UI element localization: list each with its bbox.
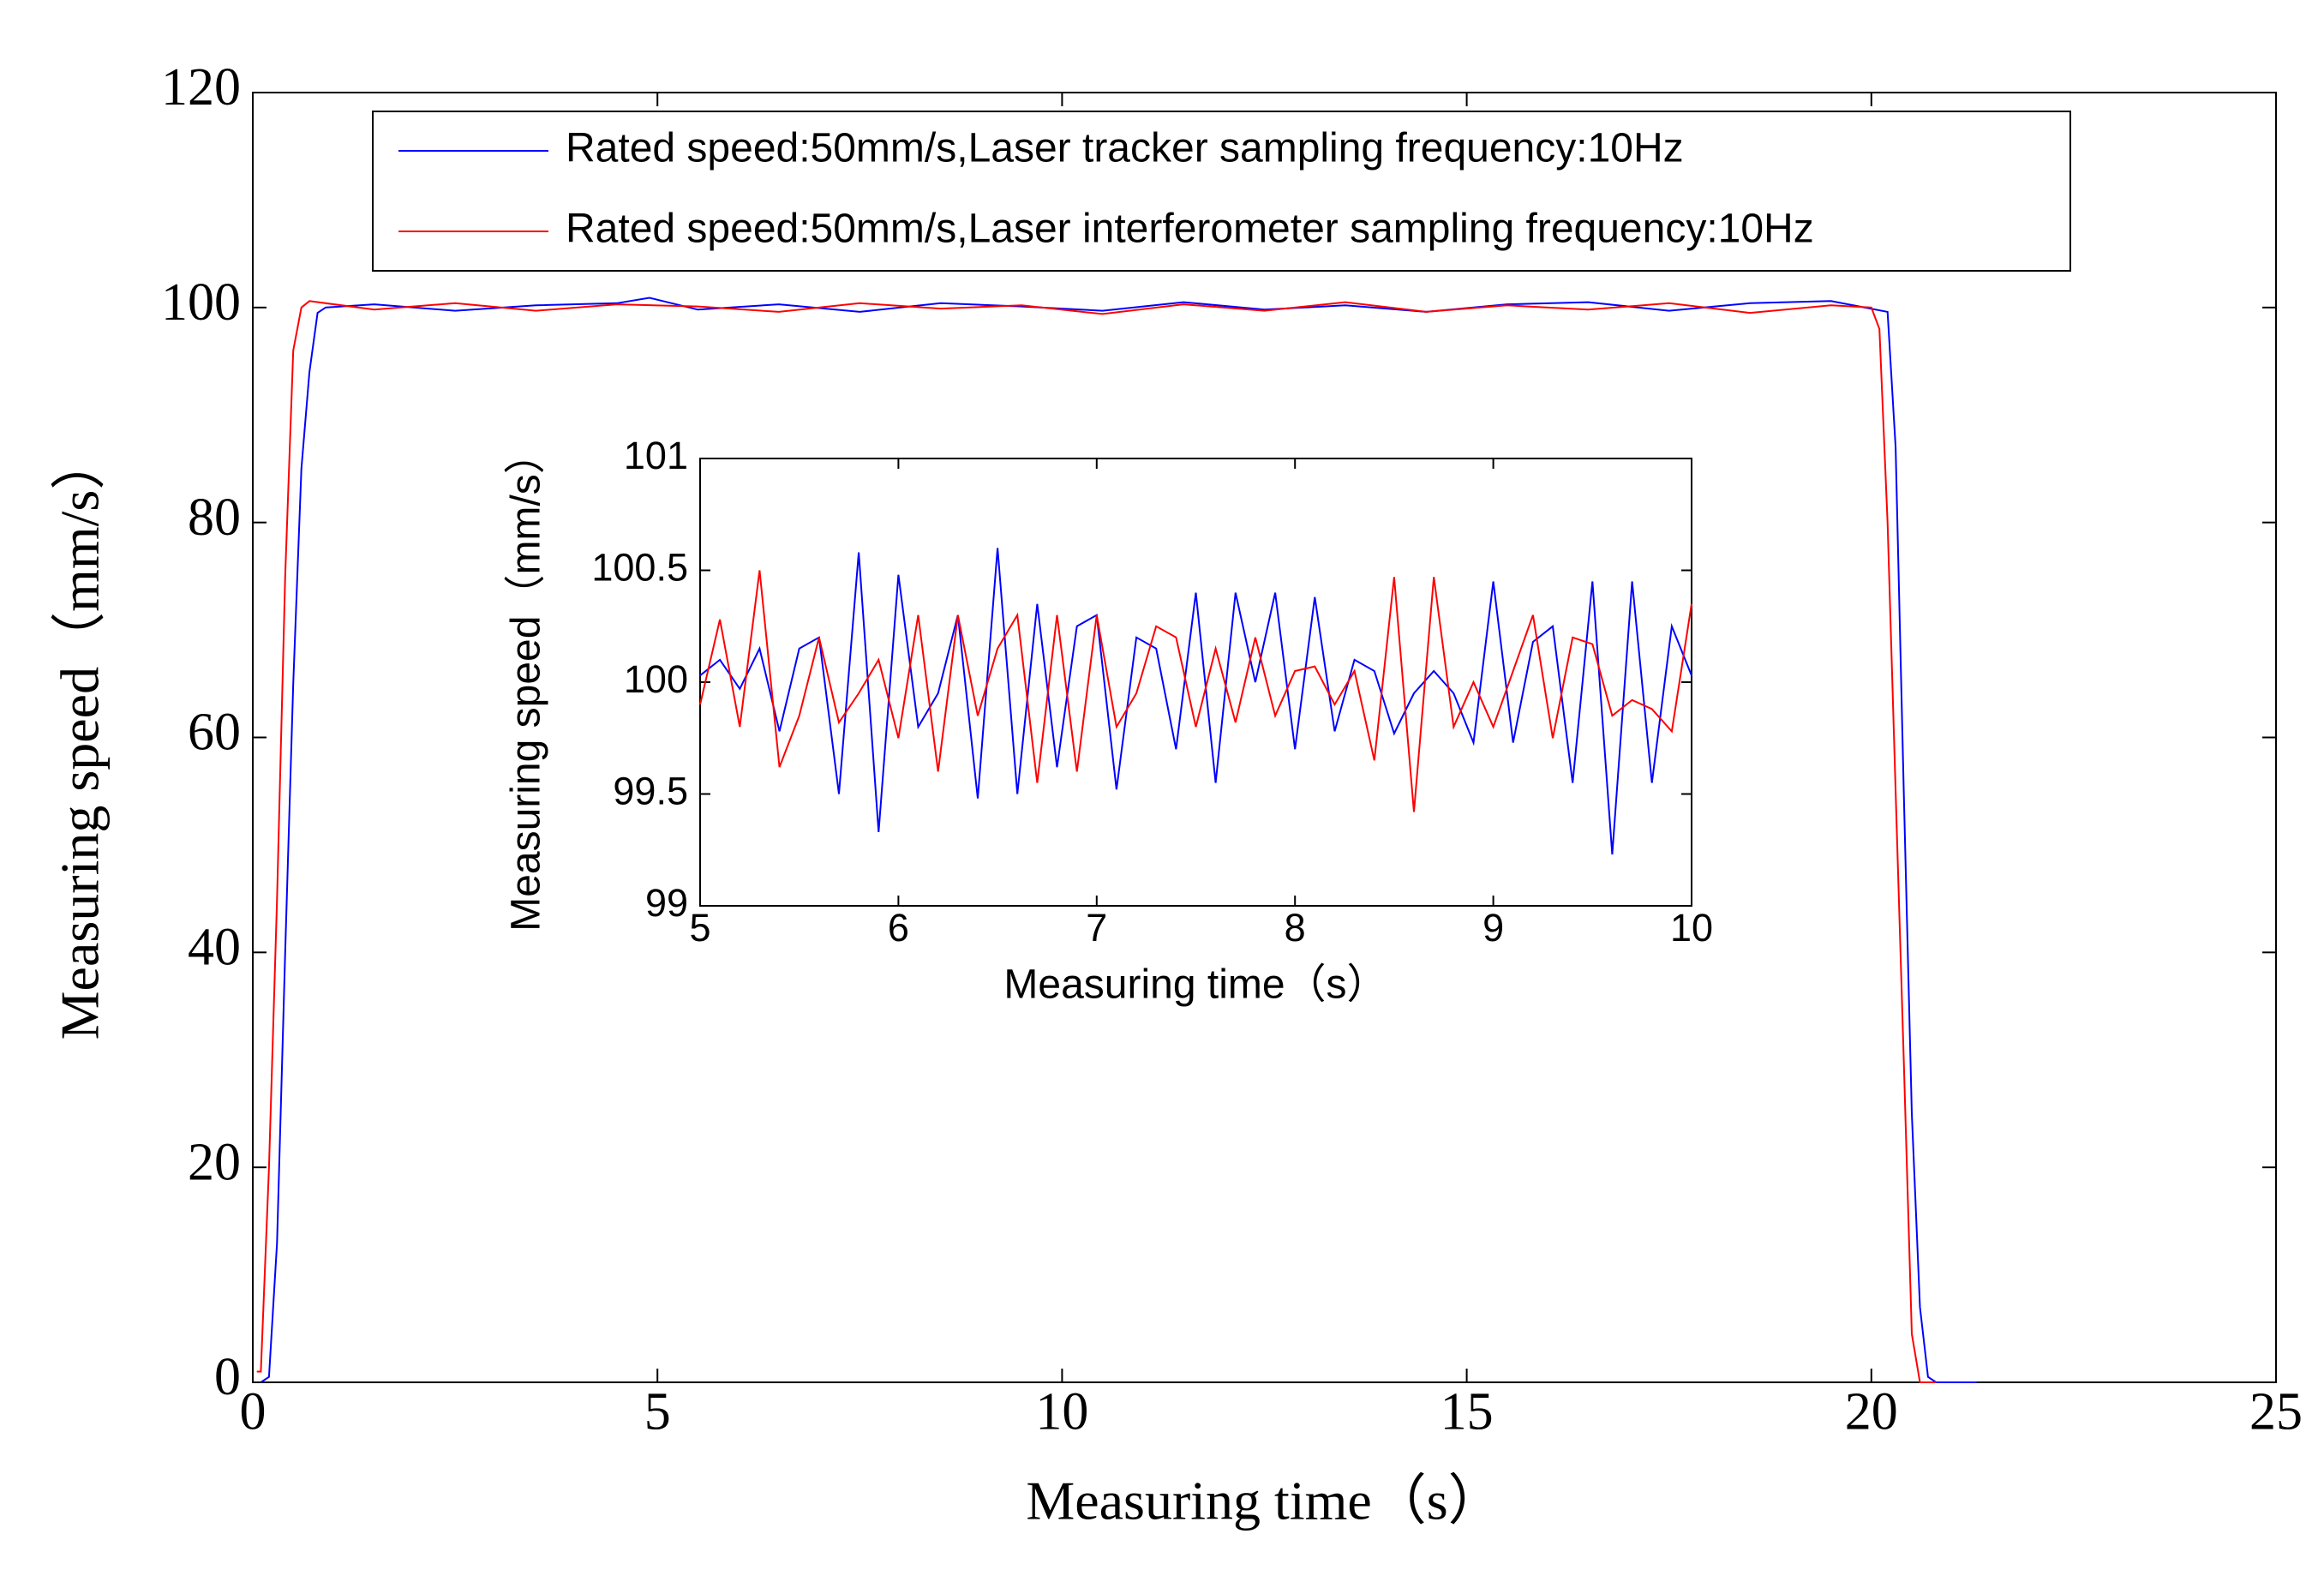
x-tick-label: 6 bbox=[888, 906, 909, 950]
legend-box bbox=[372, 111, 2071, 272]
x-tick-label: 5 bbox=[689, 906, 710, 950]
x-tick-label: 9 bbox=[1482, 906, 1504, 950]
x-tick-label: 15 bbox=[1441, 1383, 1494, 1441]
x-tick-label: 25 bbox=[2249, 1383, 2303, 1441]
x-axis-label: Measuring time（s） bbox=[1003, 962, 1387, 1008]
y-tick-label: 0 bbox=[214, 1348, 241, 1406]
x-tick-label: 5 bbox=[644, 1383, 671, 1441]
y-tick-label: 100 bbox=[161, 273, 241, 332]
x-tick-label: 0 bbox=[240, 1383, 267, 1441]
y-tick-label: 80 bbox=[188, 488, 241, 547]
y-tick-label: 99.5 bbox=[613, 769, 688, 812]
y-tick-label: 60 bbox=[188, 704, 241, 762]
series-line bbox=[699, 548, 1692, 855]
legend: Rated speed:50mm/s,Laser tracker samplin… bbox=[372, 111, 2071, 272]
legend-label: Rated speed:50mm/s,Laser interferometer … bbox=[566, 207, 1814, 252]
y-tick-label: 100 bbox=[624, 657, 688, 701]
x-tick-label: 20 bbox=[1845, 1383, 1898, 1441]
axes: 5 6 7 8 9 10 99 99.5 100 100.5 101 Measuring time（s… bbox=[504, 433, 1713, 1007]
y-tick-label: 40 bbox=[188, 919, 241, 977]
y-tick-label: 100.5 bbox=[591, 545, 688, 589]
y-tick-label: 101 bbox=[624, 434, 688, 477]
y-tick-label: 20 bbox=[188, 1133, 241, 1191]
series-line bbox=[260, 297, 1977, 1383]
x-axis-label: Measuring time（s） bbox=[1026, 1471, 1502, 1531]
x-tick-label: 8 bbox=[1285, 906, 1306, 950]
y-axis-label: Measuring speed（mm/s） bbox=[504, 433, 549, 932]
series-line bbox=[256, 300, 1937, 1383]
x-tick-label: 10 bbox=[1035, 1383, 1088, 1441]
y-tick-label: 120 bbox=[161, 58, 241, 117]
legend-label: Rated speed:50mm/s,Laser tracker samplin… bbox=[566, 126, 1684, 171]
x-tick-label: 7 bbox=[1086, 906, 1107, 950]
x-tick-label: 10 bbox=[1670, 906, 1713, 950]
y-tick-label: 99 bbox=[645, 881, 688, 925]
y-axis-label: Measuring speed（mm/s） bbox=[50, 435, 111, 1040]
series-line bbox=[699, 570, 1692, 812]
